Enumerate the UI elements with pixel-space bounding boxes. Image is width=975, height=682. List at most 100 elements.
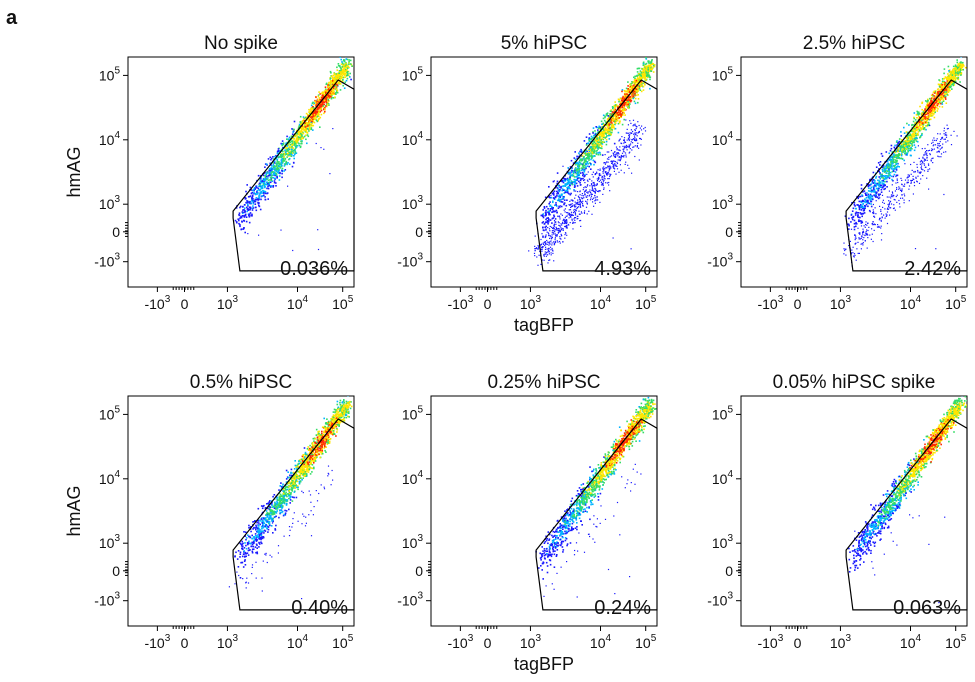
point-gated xyxy=(612,164,615,166)
point-main xyxy=(271,165,273,167)
point-gated xyxy=(587,180,589,182)
point-gated xyxy=(548,228,551,230)
point-main xyxy=(243,207,246,209)
point-main xyxy=(301,134,303,136)
point-main xyxy=(641,74,644,77)
point-main xyxy=(630,90,632,92)
point-main xyxy=(339,89,342,91)
point-main xyxy=(335,77,338,79)
point-main xyxy=(591,147,594,150)
point-main xyxy=(633,100,636,103)
point-main xyxy=(578,152,580,154)
point-gated xyxy=(538,247,540,249)
point-main xyxy=(291,128,293,130)
point-gated xyxy=(549,225,551,228)
point-gated xyxy=(575,202,577,204)
point-gated xyxy=(616,153,618,156)
point-gated xyxy=(608,181,610,184)
point-main xyxy=(597,152,600,154)
point-main xyxy=(871,195,873,197)
point-main xyxy=(890,144,893,147)
point-main xyxy=(329,70,332,73)
point-main xyxy=(266,192,269,194)
point-main xyxy=(247,208,249,210)
point-main xyxy=(623,101,625,104)
point-main xyxy=(297,136,300,139)
point-main xyxy=(280,148,283,151)
point-gated xyxy=(572,228,574,230)
point-gated xyxy=(577,191,579,193)
y-tick-label: -103 xyxy=(94,252,120,270)
point-main xyxy=(259,180,262,183)
point-main xyxy=(602,141,604,144)
point-main xyxy=(635,94,638,97)
point-main xyxy=(895,167,898,169)
point-main xyxy=(332,78,334,81)
point-main xyxy=(330,80,333,83)
point-main xyxy=(312,115,315,117)
point-main xyxy=(878,180,881,182)
point-main xyxy=(555,209,558,212)
point-main xyxy=(586,157,588,159)
point-main xyxy=(302,128,304,131)
point-main xyxy=(551,205,553,208)
point-main xyxy=(346,58,349,61)
point-main xyxy=(335,73,338,75)
point-gated xyxy=(598,190,600,192)
point-main xyxy=(291,152,294,154)
point-main xyxy=(545,228,547,231)
point-main xyxy=(318,106,321,109)
point-gated xyxy=(640,129,643,131)
point-main xyxy=(292,147,295,149)
point-main xyxy=(577,167,580,169)
point-main xyxy=(643,82,646,84)
point-main xyxy=(343,64,346,66)
point-main xyxy=(240,216,243,219)
point-gated xyxy=(605,162,607,164)
point-main xyxy=(335,80,338,82)
point-gated xyxy=(621,156,623,158)
point-main xyxy=(588,140,591,143)
point-main xyxy=(327,84,329,86)
point-main xyxy=(289,146,292,148)
point-main xyxy=(576,155,578,158)
point-main xyxy=(301,136,304,139)
point-main xyxy=(596,149,598,152)
point-gated xyxy=(558,215,560,217)
point-gated xyxy=(571,214,573,216)
point-gated xyxy=(602,184,604,187)
point-main xyxy=(542,216,545,219)
point-gated xyxy=(584,179,586,181)
point-main xyxy=(287,138,290,140)
y-tick-label: 104 xyxy=(99,130,121,148)
point-gated xyxy=(618,149,620,151)
point-main xyxy=(591,143,594,145)
point-main xyxy=(887,166,889,169)
point-main xyxy=(582,177,584,180)
point-main xyxy=(240,215,242,218)
point-main xyxy=(561,179,564,182)
point-main xyxy=(606,114,609,117)
point-main xyxy=(298,144,300,147)
point-main xyxy=(625,102,627,104)
point-main xyxy=(252,198,254,200)
point-main xyxy=(351,65,353,67)
point-main xyxy=(263,194,265,197)
point-main xyxy=(313,102,316,104)
point-gated xyxy=(558,230,560,232)
point-gated xyxy=(614,160,616,163)
point-main xyxy=(300,134,302,137)
point-main xyxy=(634,75,636,78)
point-main xyxy=(320,109,323,112)
point-main xyxy=(934,108,937,111)
point-gated xyxy=(556,240,558,242)
point-gated xyxy=(606,161,608,163)
point-main xyxy=(907,150,909,153)
point-main xyxy=(566,179,569,182)
point-main xyxy=(893,168,896,170)
point-main xyxy=(892,157,894,160)
point-main xyxy=(923,128,926,131)
point-main xyxy=(291,133,294,135)
point-main xyxy=(569,187,571,190)
point-main xyxy=(322,95,325,98)
